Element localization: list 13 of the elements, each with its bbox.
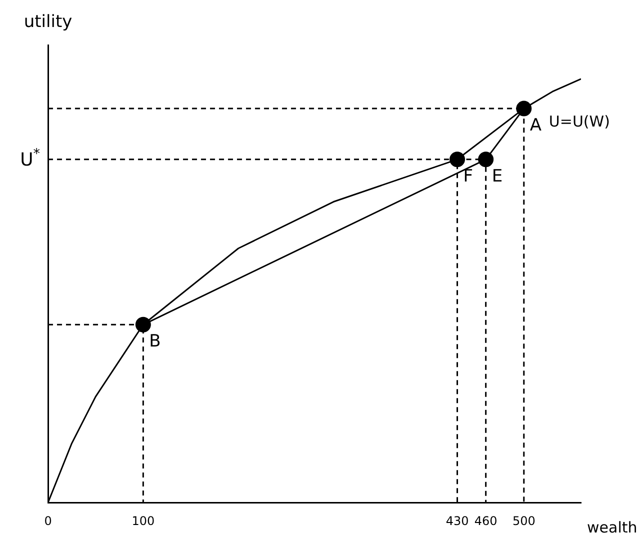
x-axis-title: wealth xyxy=(587,518,638,537)
x-tick-label: 460 xyxy=(474,514,498,528)
series-label: U=U(W) xyxy=(548,112,610,131)
annotation: A xyxy=(530,116,542,136)
annotation: F xyxy=(463,166,474,186)
x-tick-label: 0 xyxy=(44,514,52,528)
x-tick-label: 100 xyxy=(132,514,155,528)
annotation: E xyxy=(492,166,503,186)
x-tick-label: 430 xyxy=(446,514,469,528)
annotation: B xyxy=(149,332,161,352)
x-tick-label: 500 xyxy=(512,514,536,528)
y-axis-title: utility xyxy=(24,12,72,32)
annotation: U* xyxy=(20,146,40,170)
